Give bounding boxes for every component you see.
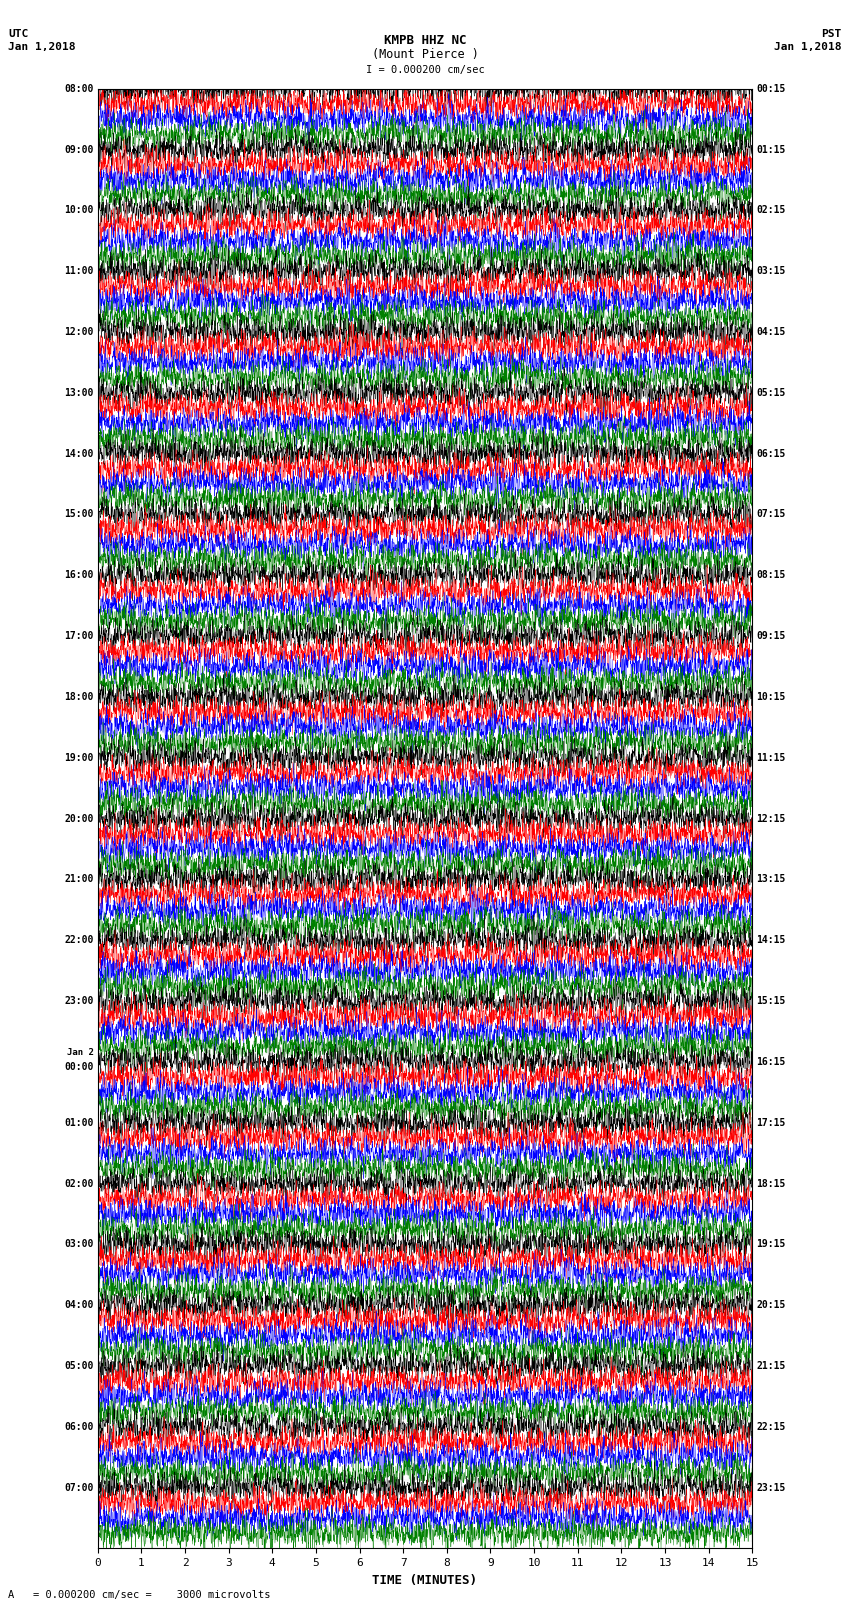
Text: 20:00: 20:00 — [64, 813, 94, 824]
Text: 14:00: 14:00 — [64, 448, 94, 458]
Text: 10:15: 10:15 — [756, 692, 786, 702]
Text: 20:15: 20:15 — [756, 1300, 786, 1310]
Text: 00:15: 00:15 — [756, 84, 786, 94]
Text: 01:15: 01:15 — [756, 145, 786, 155]
X-axis label: TIME (MINUTES): TIME (MINUTES) — [372, 1574, 478, 1587]
Text: 02:00: 02:00 — [64, 1179, 94, 1189]
Text: Jan 2: Jan 2 — [66, 1048, 94, 1057]
Text: 21:00: 21:00 — [64, 874, 94, 884]
Text: 10:00: 10:00 — [64, 205, 94, 216]
Text: 02:15: 02:15 — [756, 205, 786, 216]
Text: 12:00: 12:00 — [64, 327, 94, 337]
Text: 13:00: 13:00 — [64, 387, 94, 398]
Text: 04:15: 04:15 — [756, 327, 786, 337]
Text: UTC: UTC — [8, 29, 29, 39]
Text: 21:15: 21:15 — [756, 1361, 786, 1371]
Text: 14:15: 14:15 — [756, 936, 786, 945]
Text: 08:00: 08:00 — [64, 84, 94, 94]
Text: 16:15: 16:15 — [756, 1057, 786, 1066]
Text: Jan 1,2018: Jan 1,2018 — [8, 42, 76, 52]
Text: 08:15: 08:15 — [756, 571, 786, 581]
Text: 09:15: 09:15 — [756, 631, 786, 640]
Text: 22:15: 22:15 — [756, 1421, 786, 1432]
Text: 23:15: 23:15 — [756, 1482, 786, 1492]
Text: 05:00: 05:00 — [64, 1361, 94, 1371]
Text: 17:00: 17:00 — [64, 631, 94, 640]
Text: 05:15: 05:15 — [756, 387, 786, 398]
Text: 09:00: 09:00 — [64, 145, 94, 155]
Text: 12:15: 12:15 — [756, 813, 786, 824]
Text: (Mount Pierce ): (Mount Pierce ) — [371, 48, 479, 61]
Text: I = 0.000200 cm/sec: I = 0.000200 cm/sec — [366, 65, 484, 74]
Text: 07:15: 07:15 — [756, 510, 786, 519]
Text: PST: PST — [821, 29, 842, 39]
Text: 23:00: 23:00 — [64, 997, 94, 1007]
Text: 07:00: 07:00 — [64, 1482, 94, 1492]
Text: 06:00: 06:00 — [64, 1421, 94, 1432]
Text: 03:00: 03:00 — [64, 1239, 94, 1250]
Text: 01:00: 01:00 — [64, 1118, 94, 1127]
Text: 11:00: 11:00 — [64, 266, 94, 276]
Text: 04:00: 04:00 — [64, 1300, 94, 1310]
Text: 16:00: 16:00 — [64, 571, 94, 581]
Text: 06:15: 06:15 — [756, 448, 786, 458]
Text: 18:15: 18:15 — [756, 1179, 786, 1189]
Text: 00:00: 00:00 — [64, 1061, 94, 1073]
Text: 03:15: 03:15 — [756, 266, 786, 276]
Text: 15:00: 15:00 — [64, 510, 94, 519]
Text: 18:00: 18:00 — [64, 692, 94, 702]
Text: 13:15: 13:15 — [756, 874, 786, 884]
Text: 17:15: 17:15 — [756, 1118, 786, 1127]
Text: 22:00: 22:00 — [64, 936, 94, 945]
Text: 19:00: 19:00 — [64, 753, 94, 763]
Text: Jan 1,2018: Jan 1,2018 — [774, 42, 842, 52]
Text: 19:15: 19:15 — [756, 1239, 786, 1250]
Text: A   = 0.000200 cm/sec =    3000 microvolts: A = 0.000200 cm/sec = 3000 microvolts — [8, 1590, 271, 1600]
Text: 11:15: 11:15 — [756, 753, 786, 763]
Text: 15:15: 15:15 — [756, 997, 786, 1007]
Text: KMPB HHZ NC: KMPB HHZ NC — [383, 34, 467, 47]
